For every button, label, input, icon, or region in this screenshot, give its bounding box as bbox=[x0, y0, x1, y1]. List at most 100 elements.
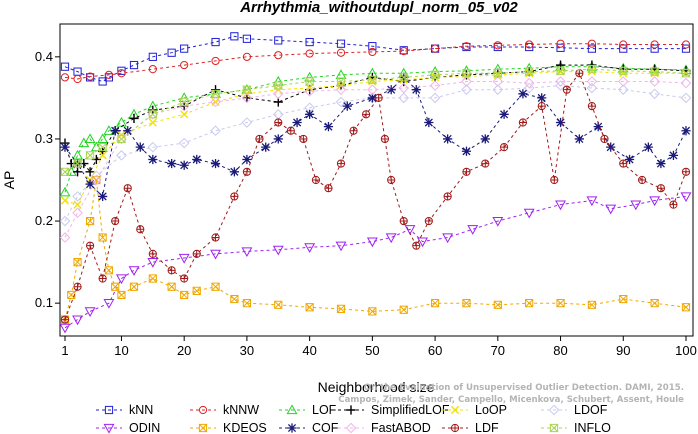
data-point bbox=[335, 69, 347, 80]
legend-label: ODIN bbox=[129, 421, 160, 434]
data-point bbox=[287, 423, 297, 433]
data-point bbox=[361, 110, 371, 119]
data-point bbox=[323, 122, 334, 132]
data-point bbox=[587, 102, 597, 111]
data-point bbox=[98, 151, 107, 160]
legend-label: LDOF bbox=[574, 403, 608, 417]
data-point bbox=[117, 290, 126, 300]
series-knnw bbox=[60, 39, 691, 84]
data-point bbox=[556, 43, 565, 52]
data-point bbox=[367, 75, 378, 84]
data-point bbox=[417, 237, 428, 248]
x-tick-label: 10 bbox=[114, 343, 128, 358]
data-point bbox=[556, 299, 565, 308]
data-point bbox=[619, 40, 628, 49]
data-point bbox=[67, 290, 76, 300]
data-point bbox=[198, 405, 208, 415]
data-point bbox=[430, 70, 440, 80]
data-point bbox=[430, 299, 440, 308]
data-point bbox=[523, 77, 535, 89]
x-tick-label: 50 bbox=[365, 343, 379, 358]
x-tick-label: 30 bbox=[240, 343, 254, 358]
data-point bbox=[60, 167, 70, 176]
data-point bbox=[586, 196, 598, 207]
x-tick-label: 70 bbox=[491, 343, 505, 358]
data-point bbox=[230, 32, 239, 41]
data-point bbox=[299, 134, 308, 144]
data-point bbox=[117, 69, 126, 78]
data-point bbox=[368, 307, 377, 316]
x-tick-label: 20 bbox=[177, 343, 191, 358]
data-point bbox=[493, 41, 502, 50]
data-point bbox=[167, 48, 176, 57]
data-point bbox=[461, 76, 472, 87]
data-point bbox=[555, 66, 566, 75]
data-point bbox=[443, 134, 453, 144]
data-point bbox=[59, 232, 71, 243]
data-point bbox=[619, 159, 628, 168]
data-point bbox=[116, 134, 127, 144]
data-point bbox=[556, 39, 565, 48]
data-point bbox=[305, 83, 314, 93]
data-point bbox=[242, 154, 252, 165]
data-point bbox=[681, 69, 691, 78]
data-point bbox=[537, 102, 546, 111]
data-point bbox=[148, 52, 157, 61]
data-point bbox=[523, 208, 535, 219]
data-point bbox=[386, 85, 396, 95]
data-point bbox=[537, 93, 547, 103]
data-point bbox=[398, 82, 410, 94]
data-point bbox=[180, 60, 189, 70]
data-point bbox=[85, 151, 95, 160]
data-point bbox=[335, 241, 347, 252]
series-odin bbox=[59, 192, 692, 334]
data-point bbox=[84, 307, 96, 317]
data-point bbox=[242, 299, 252, 308]
data-point bbox=[97, 143, 108, 152]
watermark-line-1: Campos, Zimek, Sander, Campello, Micenko… bbox=[338, 395, 684, 405]
data-point bbox=[116, 150, 127, 161]
data-point bbox=[367, 84, 378, 95]
data-point bbox=[574, 134, 584, 144]
data-point bbox=[147, 141, 159, 153]
data-point bbox=[85, 179, 95, 189]
y-tick-label: 0.1 bbox=[35, 295, 53, 310]
data-point bbox=[398, 73, 409, 82]
data-point bbox=[128, 266, 140, 276]
data-point bbox=[525, 299, 534, 308]
data-point bbox=[656, 184, 666, 193]
data-point bbox=[587, 300, 597, 309]
data-point bbox=[681, 303, 691, 312]
data-point bbox=[180, 44, 189, 53]
data-point bbox=[91, 174, 102, 186]
legend-item-simplifiedlof: SimplifiedLOF bbox=[338, 403, 450, 417]
data-point bbox=[680, 92, 692, 104]
series-inflo bbox=[60, 65, 691, 176]
data-point bbox=[492, 216, 504, 227]
data-point bbox=[148, 65, 157, 74]
data-point bbox=[111, 216, 120, 226]
data-point bbox=[492, 76, 504, 87]
x-tick-label: 100 bbox=[675, 343, 697, 358]
plot-frame bbox=[59, 23, 694, 337]
data-point bbox=[430, 44, 440, 53]
data-point bbox=[305, 37, 314, 47]
data-point bbox=[461, 84, 472, 95]
data-point bbox=[555, 76, 566, 87]
data-point bbox=[85, 167, 95, 177]
data-point bbox=[211, 233, 220, 242]
data-point bbox=[72, 191, 83, 202]
data-point bbox=[178, 253, 190, 264]
data-point bbox=[349, 126, 358, 135]
data-point bbox=[481, 159, 490, 168]
data-point bbox=[555, 200, 566, 211]
data-point bbox=[499, 109, 509, 119]
legend-item-cof: COF bbox=[279, 421, 339, 434]
data-point bbox=[342, 101, 352, 111]
legend-item-odin: ODIN bbox=[96, 421, 160, 434]
data-point bbox=[587, 60, 597, 70]
data-point bbox=[116, 133, 127, 145]
data-point bbox=[336, 77, 346, 86]
data-point bbox=[518, 118, 528, 127]
data-point bbox=[562, 85, 571, 94]
